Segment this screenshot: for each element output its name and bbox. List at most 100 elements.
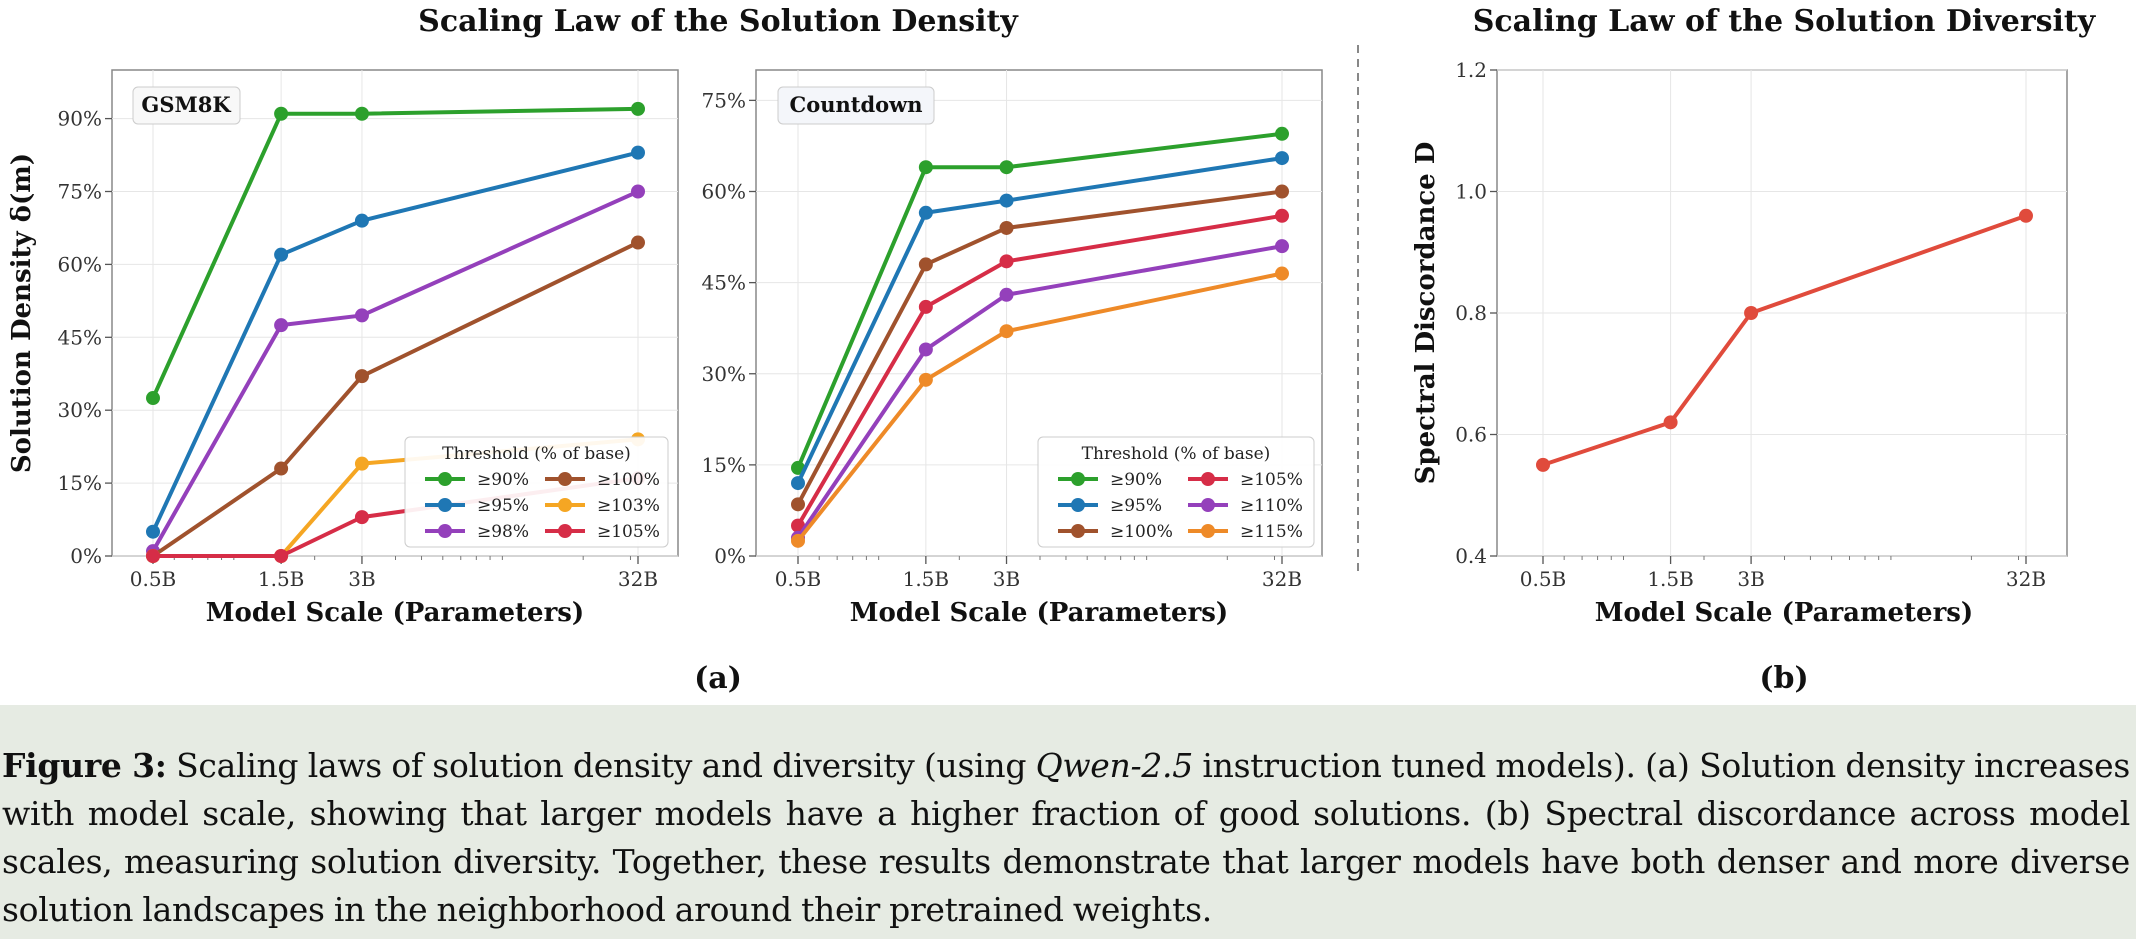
caption-label: Figure 3:: [2, 746, 167, 785]
gsm8k-legend-marker: [558, 498, 572, 512]
gsm8k-legend-marker: [438, 472, 452, 486]
gsm8k-series-103-point: [354, 456, 369, 471]
countdown-y-tick-label: 60%: [702, 180, 746, 204]
gsm8k-series-105-point: [274, 549, 289, 563]
countdown-x-tick-label: 3B: [993, 567, 1020, 591]
subfigure-label-b: (b): [1759, 661, 1808, 696]
diversity-series-0-point: [1663, 415, 1678, 430]
diversity-x-axis-label: Model Scale (Parameters): [1595, 598, 1974, 628]
gsm8k-series-95-point: [146, 524, 160, 539]
gsm8k-series-95-point: [354, 213, 369, 228]
countdown-legend-box: [1037, 436, 1315, 548]
countdown-series-115-point: [918, 372, 933, 387]
gsm8k-x-tick-label: 3B: [348, 567, 375, 591]
countdown-series-90-point: [1275, 126, 1289, 141]
countdown-y-tick-label: 0%: [714, 544, 746, 568]
countdown-legend-marker: [1071, 472, 1085, 486]
gsm8k-legend-label: ≥103%: [597, 496, 660, 516]
gsm8k-legend-box: [404, 436, 669, 548]
diversity-y-tick-label: 1.2: [1455, 58, 1487, 82]
countdown-legend-label: ≥100%: [1110, 522, 1173, 542]
countdown-series-115-point: [999, 324, 1014, 339]
gsm8k-series-100-point: [354, 369, 369, 384]
countdown-series-95-point: [999, 193, 1014, 208]
countdown-legend-title: Threshold (% of base): [1082, 444, 1271, 464]
diversity-y-tick-label: 1.0: [1455, 180, 1487, 204]
countdown-series-105-point: [999, 254, 1014, 269]
gsm8k-series-98-point: [274, 318, 289, 333]
countdown-legend-label: ≥90%: [1110, 470, 1162, 490]
countdown-legend-label: ≥110%: [1240, 496, 1303, 516]
countdown-series-95-line: [796, 156, 1283, 484]
title-solution-density: Scaling Law of the Solution Density: [418, 4, 1019, 39]
countdown-series-95-point: [1275, 151, 1289, 166]
countdown-series-105-line: [796, 213, 1283, 527]
countdown-series-95-point: [791, 476, 805, 491]
gsm8k-series-95-point: [631, 145, 645, 160]
countdown-legend-marker: [1071, 498, 1085, 512]
countdown-series-90-point: [918, 160, 933, 175]
countdown-series-100-point: [999, 220, 1014, 235]
countdown-series-110-point: [999, 287, 1014, 302]
diversity-y-axis-label: Spectral Discordance D: [1411, 142, 1441, 485]
countdown-series-115-point: [791, 533, 805, 548]
diversity-x-tick-label: 0.5B: [1520, 567, 1567, 591]
diversity-series-0-point: [1536, 457, 1550, 472]
figure: Scaling Law of the Solution Density Scal…: [7, 4, 2097, 696]
countdown-x-tick-label: 1.5B: [903, 567, 950, 591]
countdown-series-115-point: [1275, 266, 1289, 281]
countdown-legend-marker: [1201, 472, 1215, 486]
countdown-y-tick-label: 15%: [702, 453, 746, 477]
gsm8k-series-98-point: [631, 184, 645, 199]
diversity-y-tick-label: 0.6: [1455, 423, 1487, 447]
diversity-plot: 0.4 0.6 0.8 1.0 1.2 0.5B 1.5B 3B 32B: [1455, 58, 2068, 591]
countdown-series-110-point: [1275, 239, 1289, 254]
gsm8k-legend-label: ≥105%: [597, 522, 660, 542]
gsm8k-badge: GSM8K: [132, 86, 241, 125]
countdown-y-tick-label: 30%: [702, 362, 746, 386]
countdown-series-110-point: [918, 342, 933, 357]
gsm8k-legend-marker: [558, 524, 572, 538]
gsm8k-y-tick-label: 45%: [58, 325, 102, 349]
countdown-legend-marker: [1071, 524, 1085, 538]
gsm8k-legend-label: ≥98%: [477, 522, 529, 542]
gsm8k-series-90-point: [146, 391, 160, 406]
figure-caption: Figure 3: Scaling laws of solution densi…: [2, 742, 2130, 934]
countdown-legend-label: ≥115%: [1240, 522, 1303, 542]
gsm8k-series-90-point: [631, 101, 645, 116]
countdown-series-105-point: [918, 299, 933, 314]
countdown-badge-text: Countdown: [790, 92, 923, 117]
countdown-plot: 0% 15% 30% 45% 60% 75% 0.5B 1.5B 3B 32B Countdown…: [702, 69, 1323, 591]
countdown-x-axis-label: Model Scale (Parameters): [850, 598, 1229, 628]
gsm8k-x-tick-label: 1.5B: [258, 567, 305, 591]
gsm8k-y-tick-label: 60%: [58, 252, 102, 276]
gsm8k-series-100-point: [274, 461, 289, 476]
countdown-legend-marker: [1201, 498, 1215, 512]
caption-text-1: Scaling laws of solution density and div…: [176, 746, 1036, 785]
gsm8k-series-90-line: [151, 106, 639, 399]
countdown-series-95-point: [918, 205, 933, 220]
countdown-series-100-point: [791, 497, 805, 512]
countdown-series-90-point: [999, 160, 1014, 175]
caption-text-2: instruction tuned models). (a) Solution …: [2, 746, 2130, 929]
countdown-y-tick-label: 75%: [702, 88, 746, 112]
gsm8k-y-tick-label: 75%: [58, 180, 102, 204]
gsm8k-series-95-point: [274, 247, 289, 262]
gsm8k-series-95-line: [151, 150, 639, 533]
gsm8k-legend-title: Threshold (% of base): [442, 444, 631, 464]
countdown-series-90-line: [796, 131, 1283, 469]
subfigure-label-a: (a): [694, 661, 742, 696]
gsm8k-legend-label: ≥90%: [477, 470, 529, 490]
gsm8k-series-90-point: [274, 106, 289, 121]
gsm8k-series-90-point: [354, 106, 369, 121]
gsm8k-y-tick-label: 15%: [58, 471, 102, 495]
gsm8k-badge-text: GSM8K: [141, 92, 231, 117]
diversity-x-tick-label: 32B: [2006, 567, 2046, 591]
gsm8k-y-tick-label: 30%: [58, 398, 102, 422]
diversity-x-tick-label: 3B: [1737, 567, 1764, 591]
diversity-series-0-point: [1744, 306, 1759, 320]
gsm8k-series-100-line: [151, 240, 639, 558]
diversity-series-0-point: [2019, 208, 2033, 223]
countdown-series-100-point: [1275, 184, 1289, 199]
gsm8k-series-100-point: [631, 235, 645, 250]
